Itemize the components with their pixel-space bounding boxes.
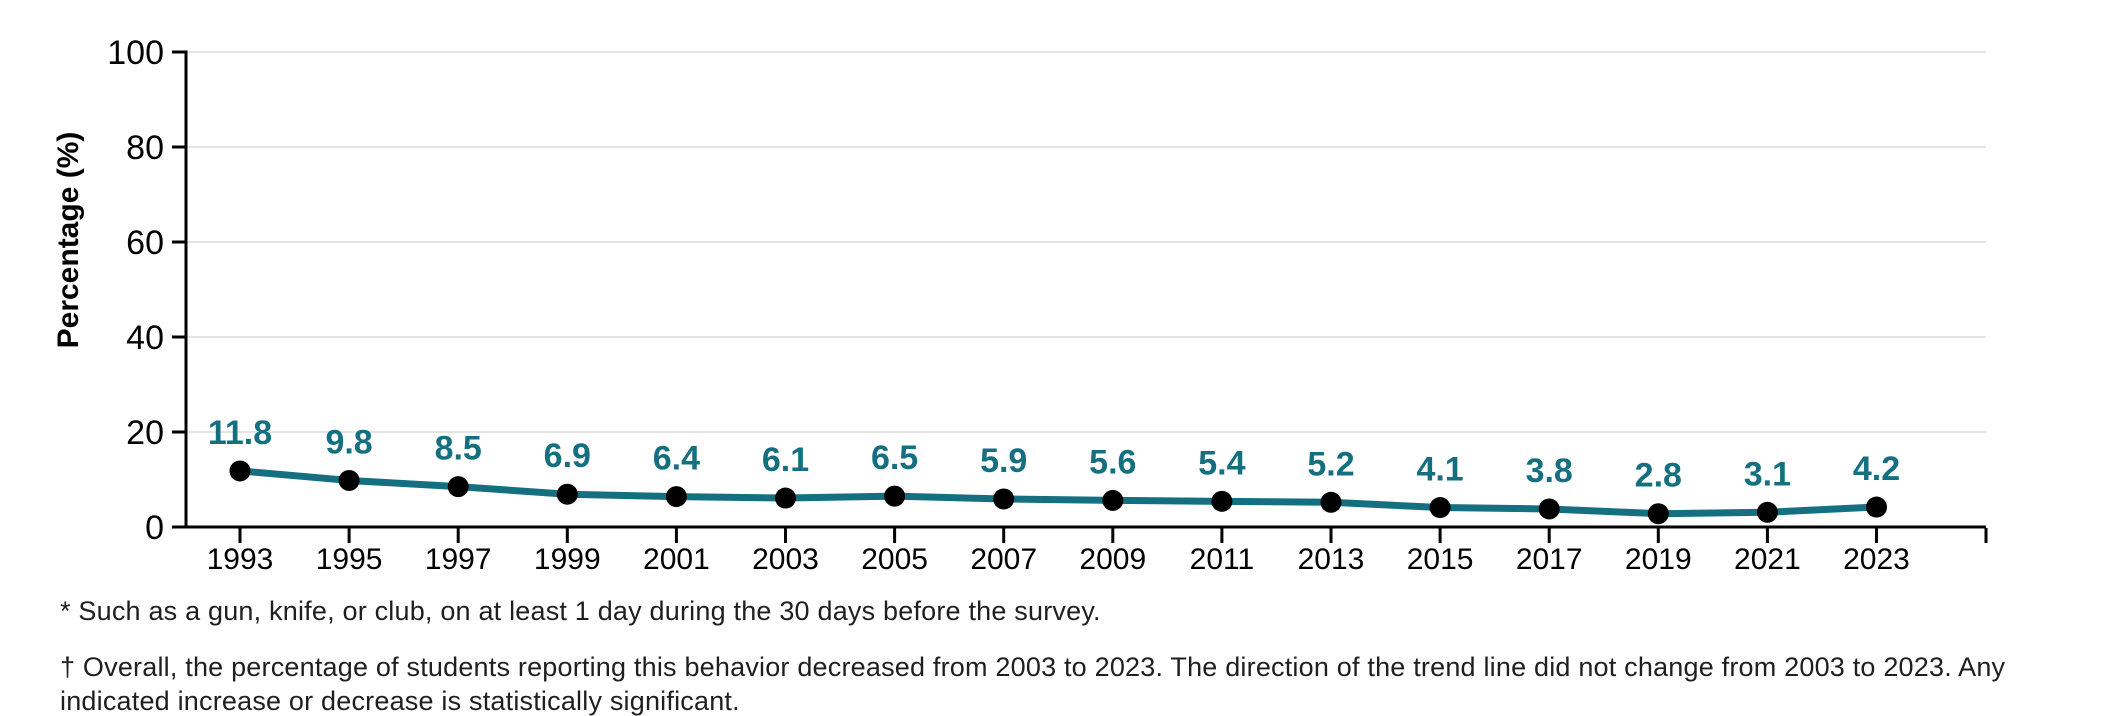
data-label: 6.1 bbox=[762, 441, 809, 479]
data-point bbox=[338, 469, 360, 491]
data-label: 5.2 bbox=[1307, 445, 1354, 483]
y-axis-title: Percentage (%) bbox=[52, 132, 85, 349]
trend-line-chart: 0 20 40 60 80 100 1993 1995 1997 1999 2001 2003 2005… bbox=[52, 34, 1988, 576]
x-tick-label: 2003 bbox=[752, 543, 819, 576]
x-tick-label: 1997 bbox=[425, 543, 492, 576]
y-tick-label: 60 bbox=[126, 224, 164, 262]
y-tick-label: 80 bbox=[126, 129, 164, 167]
y-tick-label: 0 bbox=[145, 509, 164, 547]
x-tick-label: 2009 bbox=[1079, 543, 1146, 576]
chart-container: 0 20 40 60 80 100 1993 1995 1997 1999 2001 2003 2005… bbox=[52, 34, 1988, 576]
data-label: 8.5 bbox=[435, 430, 482, 468]
x-tick-label: 1999 bbox=[534, 543, 601, 576]
data-point bbox=[1538, 498, 1560, 520]
y-tick-label: 40 bbox=[126, 319, 164, 357]
x-tick-label: 2019 bbox=[1625, 543, 1692, 576]
data-label: 2.8 bbox=[1635, 457, 1682, 495]
x-tick-label: 2005 bbox=[861, 543, 928, 576]
data-point bbox=[775, 487, 796, 509]
data-label: 6.9 bbox=[544, 437, 591, 475]
data-point bbox=[1756, 501, 1778, 523]
data-label: 6.4 bbox=[653, 440, 700, 478]
footnote-definition: * Such as a gun, knife, or club, on at l… bbox=[60, 596, 1101, 626]
footnote-trend: † Overall, the percentage of students re… bbox=[60, 651, 2006, 716]
data-point bbox=[665, 486, 687, 508]
y-tick-label: 100 bbox=[107, 34, 164, 72]
data-point bbox=[1429, 497, 1451, 519]
x-tick-label: 2015 bbox=[1407, 543, 1474, 576]
x-tick-label: 1993 bbox=[207, 543, 274, 576]
data-label: 4.2 bbox=[1853, 450, 1900, 488]
data-point bbox=[884, 485, 906, 507]
data-point bbox=[1866, 496, 1887, 518]
data-point bbox=[556, 483, 578, 505]
data-label: 11.8 bbox=[208, 414, 272, 452]
data-point bbox=[1647, 503, 1669, 525]
footnotes: * Such as a gun, knife, or club, on at l… bbox=[0, 582, 2112, 716]
data-label: 3.1 bbox=[1744, 455, 1791, 493]
x-tick-label: 1995 bbox=[316, 543, 383, 576]
x-tick-label: 2001 bbox=[643, 543, 710, 576]
data-point bbox=[993, 488, 1015, 510]
data-label: 6.5 bbox=[871, 439, 918, 477]
x-tick-label: 2007 bbox=[970, 543, 1037, 576]
x-tick-label: 2021 bbox=[1734, 543, 1801, 576]
data-label: 5.4 bbox=[1198, 444, 1245, 482]
data-point bbox=[1102, 489, 1124, 511]
data-label: 3.8 bbox=[1526, 452, 1573, 490]
data-label: 5.9 bbox=[980, 442, 1027, 480]
y-tick-label: 20 bbox=[126, 414, 164, 452]
x-tick-label: 2023 bbox=[1843, 543, 1910, 576]
data-point bbox=[447, 476, 469, 498]
x-tick-label: 2017 bbox=[1516, 543, 1583, 576]
x-tick-label: 2011 bbox=[1190, 543, 1255, 576]
trend-line bbox=[236, 467, 1880, 518]
data-label: 4.1 bbox=[1416, 451, 1463, 489]
data-point bbox=[229, 460, 251, 482]
data-label: 9.8 bbox=[325, 423, 372, 461]
data-point bbox=[1320, 491, 1342, 513]
data-label: 5.6 bbox=[1089, 443, 1136, 481]
data-point bbox=[1211, 490, 1233, 512]
x-tick-label: 2013 bbox=[1298, 543, 1365, 576]
